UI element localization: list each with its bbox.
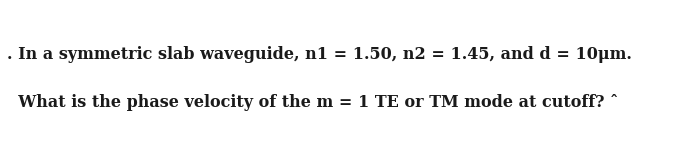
Text: . In a symmetric slab waveguide, n1 = 1.50, n2 = 1.45, and d = 10μm.: . In a symmetric slab waveguide, n1 = 1.… bbox=[7, 46, 632, 63]
Text: What is the phase velocity of the m = 1 TE or TM mode at cutoff? ˆ: What is the phase velocity of the m = 1 … bbox=[7, 95, 618, 111]
